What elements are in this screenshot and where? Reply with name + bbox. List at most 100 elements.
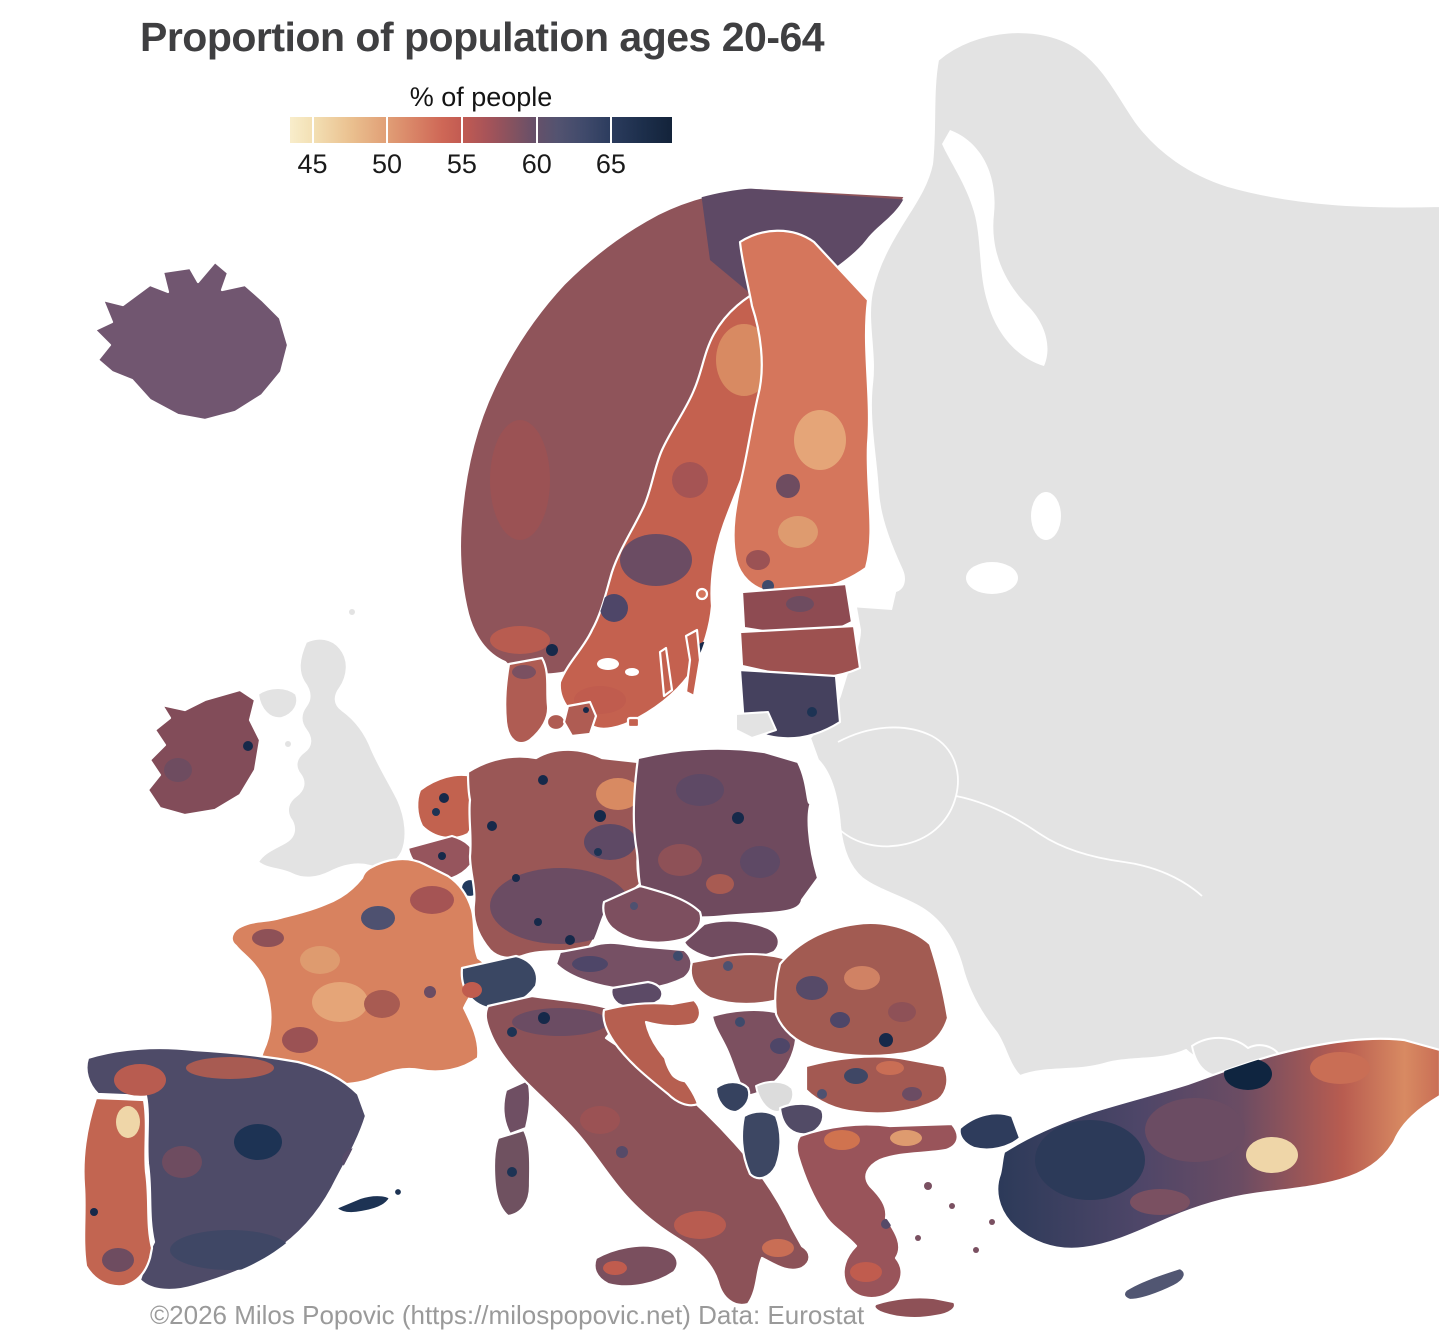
region-north-macedonia [778, 1102, 825, 1136]
lake-vattern [625, 668, 639, 676]
patch-madrid [234, 1124, 282, 1160]
city-dot-lisbon [90, 1208, 98, 1216]
city-dot-munich [565, 935, 575, 945]
region-nodata-east [809, 31, 1440, 1099]
patch-turkey-ne [1310, 1052, 1370, 1084]
patch-jutland-north [512, 665, 536, 679]
city-dot-ruhr [487, 821, 497, 831]
border-ukraine-russia [955, 795, 1203, 897]
region-gotland [684, 628, 702, 698]
region-kaliningrad [735, 711, 777, 739]
region-portugal [82, 1096, 154, 1288]
turkey-texture [1011, 1052, 1370, 1215]
island-dot [915, 1235, 921, 1241]
patch-germany-ne [584, 824, 636, 860]
region-bosnia-blank [663, 1025, 719, 1083]
patch-france-massif [364, 990, 400, 1018]
region-zealand [562, 700, 598, 738]
city-dot-warsaw [732, 812, 744, 824]
city-dot-athens [881, 1219, 891, 1229]
city-dot-brussels [438, 852, 446, 860]
region-denmark-jutland [504, 656, 550, 745]
city-dot-rome [616, 1146, 628, 1158]
patch-bulgaria-salmon [876, 1061, 904, 1075]
city-dot-belgrade [735, 1017, 745, 1027]
region-northern-ireland [257, 687, 299, 720]
lake-vanern [597, 658, 619, 670]
patch-andalusia [170, 1230, 290, 1270]
city-dot-rotterdam [432, 808, 440, 816]
city-dot-amsterdam [439, 793, 449, 803]
region-kosovo [755, 1080, 795, 1113]
aegean-islands [915, 1182, 1005, 1253]
region-montenegro [714, 1080, 751, 1114]
greece-texture [824, 1130, 922, 1282]
patch-poland-se [740, 846, 780, 878]
patch-bulgaria-plum [902, 1087, 922, 1101]
city-dot-bucharest [879, 1033, 893, 1047]
city-dot-lyon [424, 986, 436, 998]
patch-finland-plum [776, 474, 800, 498]
legend-tick-label: 55 [446, 149, 477, 179]
romania-texture [796, 966, 916, 1047]
patch-switzerland-west [462, 982, 482, 998]
city-dot-frankfurt [512, 874, 520, 882]
patch-france-center-light [312, 982, 368, 1022]
legend-ticks: 45 50 55 60 65 [290, 149, 672, 181]
patch-ireland-west [164, 758, 192, 782]
patch-sweden-north [716, 324, 772, 396]
region-netherlands [416, 773, 480, 840]
legend-tick-label: 45 [297, 149, 328, 179]
patch-turkey-se-cream [1246, 1137, 1298, 1173]
region-great-britain [257, 637, 407, 879]
patch-italy-mid [580, 1106, 620, 1134]
city-dot-turin [507, 1027, 517, 1037]
patch-spain-west [162, 1146, 202, 1178]
region-bulgaria [804, 1055, 949, 1115]
legend-tick-separator [609, 117, 612, 143]
lake-ladoga [966, 562, 1018, 594]
region-turkey-thrace [958, 1112, 1022, 1151]
legend-tick-label: 50 [371, 149, 403, 179]
region-crete [873, 1296, 957, 1320]
city-dot-copenhagen [583, 707, 589, 713]
region-oland [658, 646, 674, 698]
border-moldova [929, 945, 962, 1029]
page-title: Proportion of population ages 20-64 [140, 14, 825, 60]
patch-portugal-south [102, 1248, 134, 1272]
city-dot-berlin [594, 810, 606, 822]
city-dot-dublin [243, 741, 253, 751]
region-sicily [593, 1244, 679, 1288]
city-dot-stuttgart [534, 918, 542, 926]
patch-sweden-maroon [672, 462, 708, 498]
patch-france-light2 [300, 946, 340, 974]
bulgaria-texture [817, 1061, 922, 1101]
region-slovakia [682, 919, 780, 962]
patch-serbia-east [770, 1038, 790, 1054]
region-albania [740, 1110, 782, 1180]
poland-texture [658, 774, 780, 894]
region-shetland [347, 607, 357, 617]
city-dot-prague [630, 902, 638, 910]
germany-texture [487, 775, 640, 945]
region-ireland [146, 688, 262, 817]
island-dot [989, 1219, 995, 1225]
credit-footer: ©2026 Milos Popovic (https://milospopovi… [150, 1300, 865, 1330]
region-iceland [93, 260, 290, 422]
city-dot-budapest [723, 961, 733, 971]
region-cyprus [1122, 1266, 1186, 1302]
city-dot-cagliari [507, 1167, 517, 1177]
patch-estonia [786, 596, 814, 612]
island-dot [973, 1247, 979, 1253]
city-dot-milan [538, 1012, 550, 1024]
patch-spain-north [186, 1057, 274, 1079]
legend-tick-label: 60 [521, 149, 552, 179]
patch-greece-north [824, 1130, 860, 1150]
patch-norway-coast [490, 420, 550, 540]
patch-sweden-slate [600, 594, 628, 622]
patch-france-ne [410, 886, 454, 914]
region-isle-of-man [283, 739, 293, 749]
patch-romania-maroon [888, 1002, 916, 1022]
